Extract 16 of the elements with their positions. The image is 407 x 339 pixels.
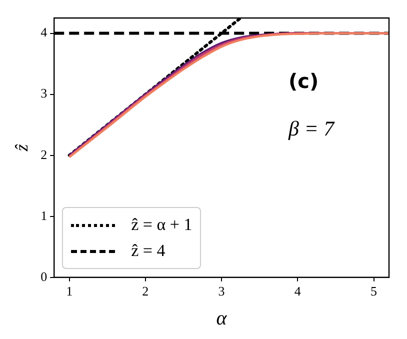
y-tick-label: 4 [40,24,48,40]
x-tick-label: 4 [294,284,302,299]
annotation: β = 7 [288,116,336,141]
x-tick-label: 5 [370,284,378,299]
x-tick-label: 1 [66,284,73,299]
y-tick-label: 2 [40,146,48,162]
x-tick-label: 3 [218,284,225,299]
legend-label: ẑ = 4 [131,241,166,262]
y-axis-title: ẑ [12,143,32,152]
x-axis-title: α [216,307,228,330]
y-tick-label: 1 [40,208,48,223]
legend-label: ẑ = α + 1 [131,215,192,236]
x-tick-label: 2 [142,284,149,299]
annotation: (c) [288,69,319,94]
y-tick-label: 3 [40,86,48,101]
y-tick-label: 0 [40,268,48,284]
